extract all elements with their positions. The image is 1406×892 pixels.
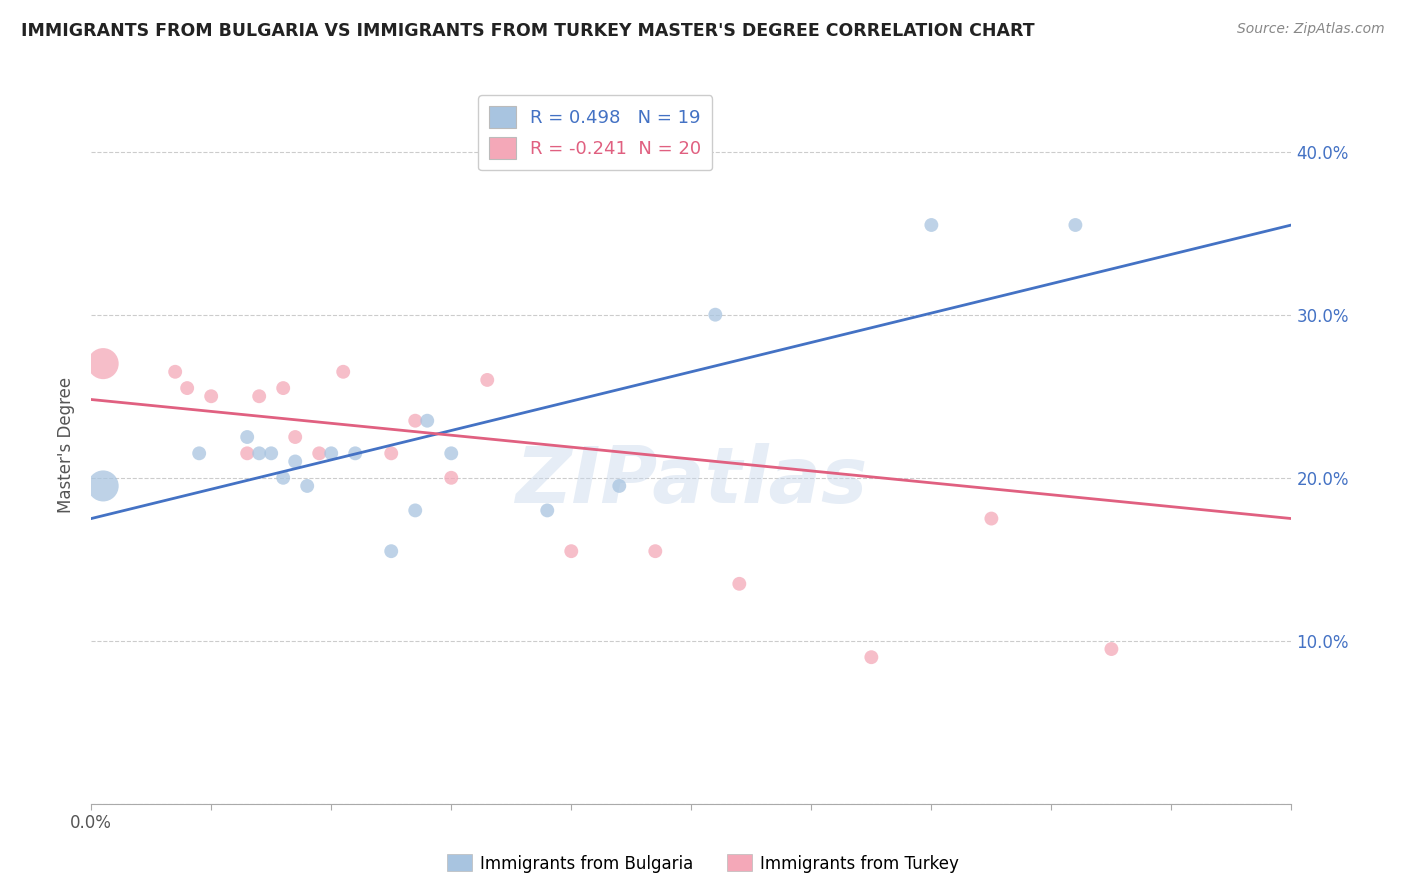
Point: [344, 446, 367, 460]
Point: [91, 479, 114, 493]
Point: [295, 479, 318, 493]
Point: [416, 414, 439, 428]
Text: IMMIGRANTS FROM BULGARIA VS IMMIGRANTS FROM TURKEY MASTER'S DEGREE CORRELATION C: IMMIGRANTS FROM BULGARIA VS IMMIGRANTS F…: [21, 22, 1035, 40]
Point: [188, 446, 211, 460]
Point: [1099, 642, 1122, 657]
Point: [271, 381, 294, 395]
Point: [440, 446, 463, 460]
Point: [380, 544, 402, 558]
Point: [440, 471, 463, 485]
Point: [321, 446, 343, 460]
Text: ZIPatlas: ZIPatlas: [515, 443, 868, 519]
Point: [247, 389, 270, 403]
Point: [200, 389, 222, 403]
Point: [91, 357, 114, 371]
Point: [477, 373, 499, 387]
Legend: Immigrants from Bulgaria, Immigrants from Turkey: Immigrants from Bulgaria, Immigrants fro…: [440, 847, 966, 880]
Point: [860, 650, 883, 665]
Point: [404, 503, 426, 517]
Legend: R = 0.498   N = 19, R = -0.241  N = 20: R = 0.498 N = 19, R = -0.241 N = 20: [478, 95, 713, 170]
Text: Source: ZipAtlas.com: Source: ZipAtlas.com: [1237, 22, 1385, 37]
Point: [332, 365, 354, 379]
Point: [308, 446, 330, 460]
Point: [980, 511, 1002, 525]
Point: [284, 430, 307, 444]
Point: [404, 414, 426, 428]
Point: [704, 308, 727, 322]
Point: [560, 544, 582, 558]
Point: [176, 381, 198, 395]
Point: [644, 544, 666, 558]
Point: [284, 454, 307, 468]
Point: [607, 479, 630, 493]
Point: [236, 446, 259, 460]
Point: [380, 446, 402, 460]
Point: [728, 576, 751, 591]
Point: [247, 446, 270, 460]
Point: [165, 365, 187, 379]
Point: [236, 430, 259, 444]
Point: [920, 218, 942, 232]
Point: [271, 471, 294, 485]
Y-axis label: Master's Degree: Master's Degree: [58, 377, 75, 513]
Point: [1064, 218, 1087, 232]
Point: [260, 446, 283, 460]
Point: [536, 503, 558, 517]
